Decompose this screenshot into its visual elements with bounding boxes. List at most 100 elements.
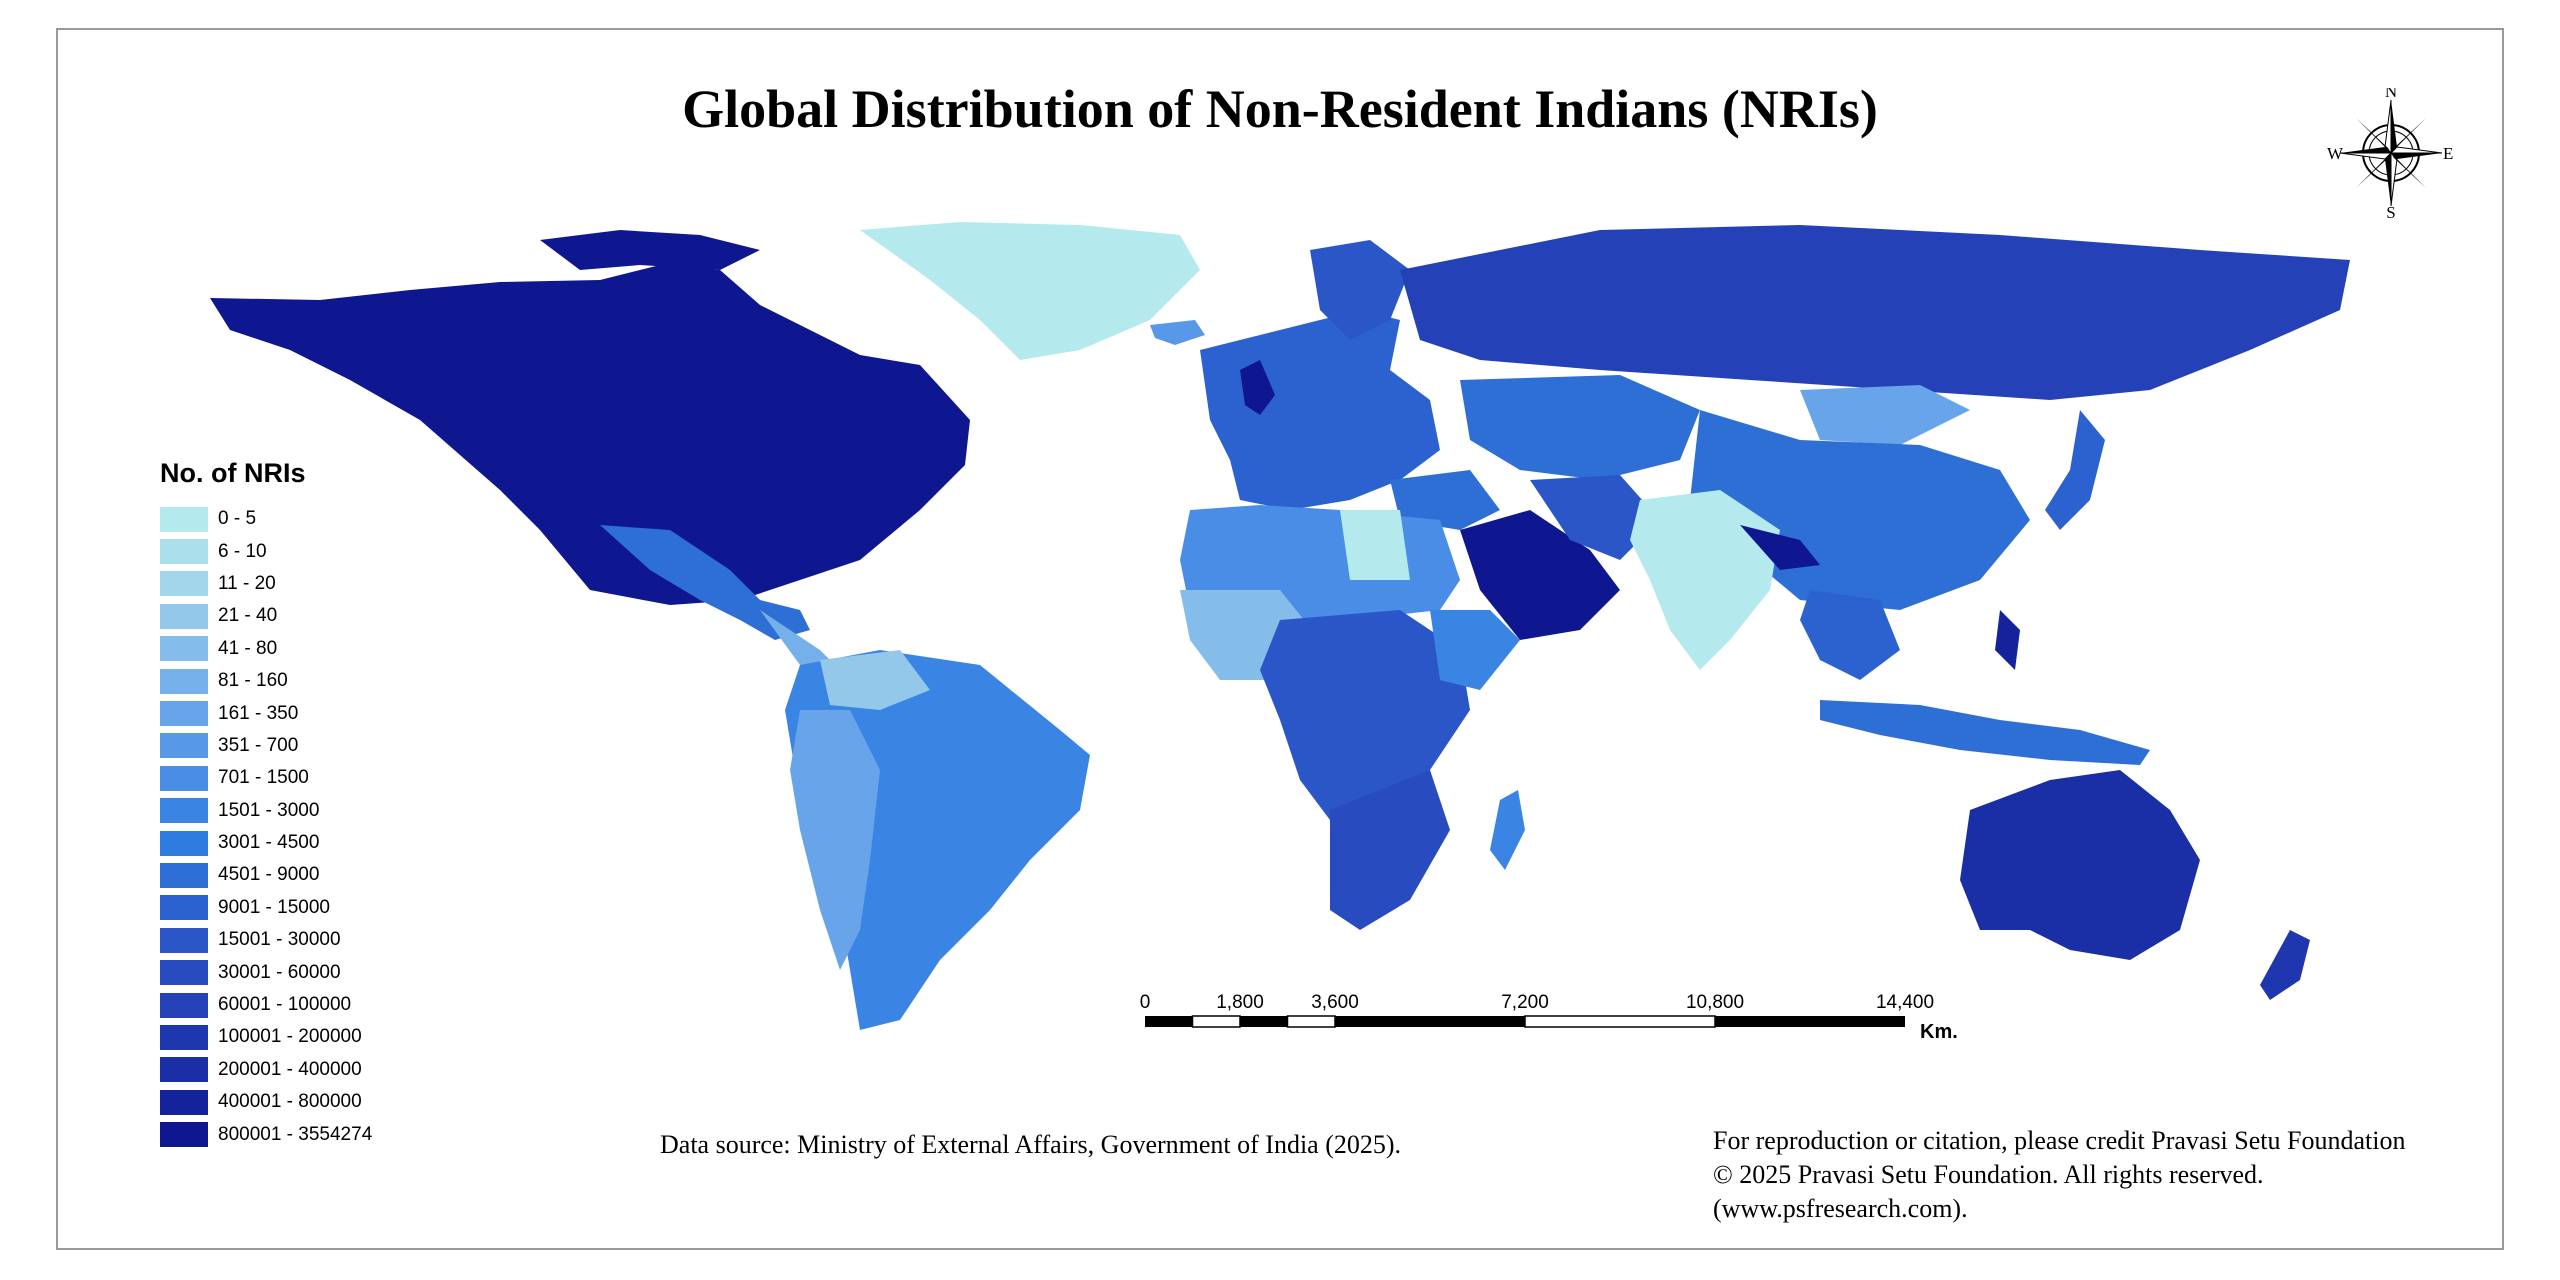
legend: No. of NRIs 0 - 5 6 - 10 11 - 20 21 - 40 41 … (160, 458, 372, 1151)
scale-tick-label: 14,400 (1876, 992, 1934, 1013)
region-arctic-islands (540, 230, 760, 270)
data-source: Data source: Ministry of External Affair… (660, 1130, 1402, 1159)
legend-swatch (160, 668, 208, 694)
legend-label: 81 - 160 (218, 670, 288, 692)
region-indonesia (1820, 700, 2150, 765)
scale-segment (1715, 1016, 1905, 1027)
region-iran (1530, 475, 1660, 560)
legend-item: 351 - 700 (160, 730, 372, 762)
compass-w: W (2327, 144, 2344, 163)
region-nepal-bangladesh (1740, 525, 1820, 570)
compass-n: N (2385, 88, 2397, 101)
region-greenland (860, 222, 1200, 360)
legend-label: 161 - 350 (218, 702, 299, 724)
world-map (210, 222, 2350, 1030)
scale-segment (1191, 1015, 1241, 1028)
region-mongolia (1800, 385, 1970, 445)
legend-label: 400001 - 800000 (218, 1091, 362, 1113)
legend-item: 60001 - 100000 (160, 989, 372, 1021)
map-title: Global Distribution of Non-Resident Indi… (682, 79, 1878, 139)
legend-swatch (160, 960, 208, 986)
legend-swatch (160, 506, 208, 532)
legend-label: 11 - 20 (218, 572, 276, 594)
legend-item: 4501 - 9000 (160, 859, 372, 891)
legend-item: 400001 - 800000 (160, 1086, 372, 1118)
legend-label: 0 - 5 (218, 508, 257, 530)
legend-swatch (160, 862, 208, 888)
legend-item: 41 - 80 (160, 633, 372, 665)
legend-item: 3001 - 4500 (160, 827, 372, 859)
legend-label: 1501 - 3000 (218, 799, 320, 821)
compass-s: S (2386, 203, 2395, 218)
legend-swatch (160, 603, 208, 629)
legend-swatch (160, 895, 208, 921)
legend-swatch (160, 1089, 208, 1115)
legend-swatch (160, 636, 208, 662)
region-horn-africa (1430, 610, 1520, 690)
legend-item: 1501 - 3000 (160, 795, 372, 827)
scale-segment (1286, 1015, 1336, 1028)
region-southeast-asia (1800, 590, 1900, 680)
credit-line-3: (www.psfresearch.com). (1713, 1194, 1968, 1223)
scale-tick-labels: 0 1,800 3,600 7,200 10,800 14,400 (1140, 992, 1934, 1013)
legend-swatch (160, 830, 208, 856)
legend-label: 200001 - 400000 (218, 1058, 362, 1080)
region-south-america-west (790, 710, 880, 970)
region-libya (1340, 510, 1410, 580)
legend-item: 30001 - 60000 (160, 956, 372, 988)
region-new-zealand (2260, 930, 2310, 1000)
scale-tick-label: 7,200 (1501, 992, 1549, 1013)
scale-tick-label: 3,600 (1311, 992, 1359, 1013)
region-pakistan-india (1630, 490, 1780, 670)
compass-rose-icon: N S W E (2327, 88, 2453, 218)
legend-label: 30001 - 60000 (218, 961, 341, 983)
legend-item: 701 - 1500 (160, 762, 372, 794)
region-madagascar (1490, 790, 1525, 870)
legend-label: 21 - 40 (218, 605, 278, 627)
region-iceland (1150, 320, 1205, 345)
scale-segment (1240, 1016, 1288, 1027)
scale-unit: Km. (1920, 1021, 1958, 1043)
credit-line-2: © 2025 Pravasi Setu Foundation. All righ… (1713, 1160, 2264, 1189)
legend-items: 0 - 5 6 - 10 11 - 20 21 - 40 41 - 80 81 - 160… (160, 503, 372, 1151)
scale-segment (1524, 1015, 1716, 1028)
legend-swatch (160, 571, 208, 597)
legend-swatch (160, 927, 208, 953)
region-australia (1960, 770, 2200, 960)
legend-item: 21 - 40 (160, 600, 372, 632)
region-russia (1400, 225, 2350, 400)
legend-item: 9001 - 15000 (160, 892, 372, 924)
legend-label: 701 - 1500 (218, 767, 309, 789)
legend-label: 60001 - 100000 (218, 994, 352, 1016)
region-philippines (1995, 610, 2020, 670)
legend-label: 351 - 700 (218, 734, 299, 756)
legend-swatch (160, 1057, 208, 1083)
legend-label: 4501 - 9000 (218, 864, 320, 886)
region-turkey-levant (1390, 470, 1500, 530)
legend-label: 41 - 80 (218, 637, 278, 659)
legend-label: 9001 - 15000 (218, 896, 330, 918)
region-north-america (210, 265, 970, 605)
region-scandinavia (1310, 240, 1410, 340)
legend-swatch (160, 992, 208, 1018)
legend-swatch (160, 798, 208, 824)
legend-item: 15001 - 30000 (160, 924, 372, 956)
legend-title: No. of NRIs (160, 458, 306, 488)
legend-swatch (160, 765, 208, 791)
region-arabia (1460, 510, 1620, 640)
legend-item: 800001 - 3554274 (160, 1118, 372, 1150)
legend-item: 200001 - 400000 (160, 1054, 372, 1086)
credit-line-1: For reproduction or citation, please cre… (1713, 1126, 2406, 1155)
region-central-asia (1460, 375, 1700, 480)
scale-tick-label: 0 (1140, 992, 1151, 1013)
scale-tick-label: 10,800 (1686, 992, 1744, 1013)
legend-item: 0 - 5 (160, 503, 372, 535)
scale-segment (1335, 1016, 1525, 1027)
region-central-africa (1260, 610, 1470, 820)
legend-label: 800001 - 3554274 (218, 1123, 373, 1145)
legend-swatch (160, 733, 208, 759)
legend-item: 11 - 20 (160, 568, 372, 600)
scale-bar: 0 1,800 3,600 7,200 10,800 14,400 Km. (1140, 992, 1958, 1043)
region-uk (1240, 360, 1275, 415)
legend-label: 100001 - 200000 (218, 1026, 362, 1048)
